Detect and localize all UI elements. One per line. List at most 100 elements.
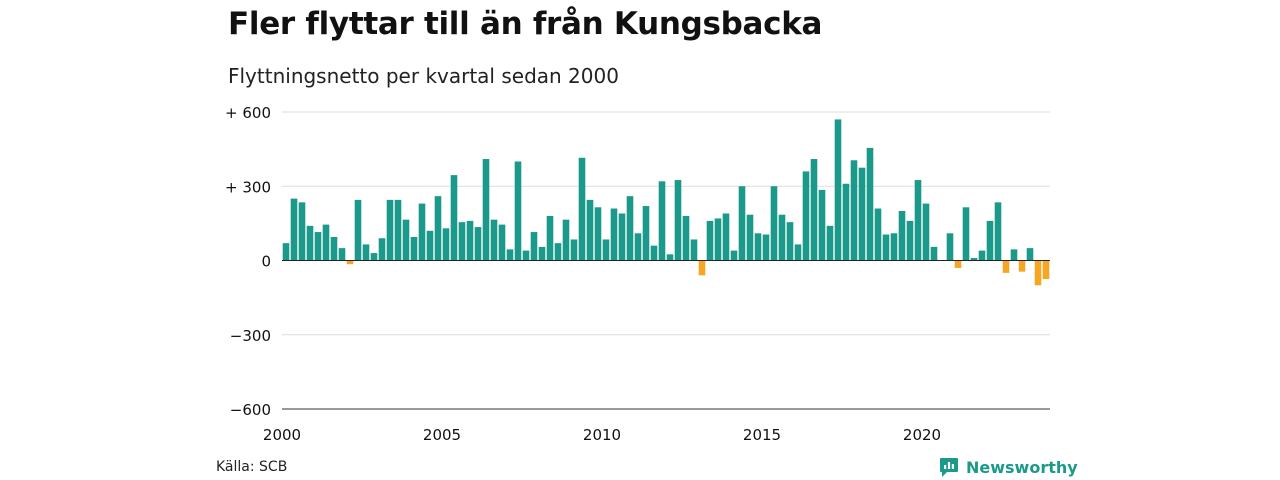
- y-tick-label: + 300: [225, 178, 271, 196]
- bar: [994, 202, 1002, 261]
- bar: [1042, 260, 1050, 280]
- bar: [610, 208, 618, 261]
- bar: [618, 213, 626, 261]
- bar: [434, 196, 442, 261]
- bar: [682, 215, 690, 261]
- bar: [650, 245, 658, 261]
- bar: [546, 215, 554, 261]
- bar: [354, 199, 362, 261]
- newsworthy-logo[interactable]: Newsworthy: [938, 456, 1078, 478]
- bar: [410, 236, 418, 261]
- bar: [362, 244, 370, 261]
- bar: [290, 198, 298, 261]
- bar: [602, 239, 610, 261]
- bar: [978, 250, 986, 261]
- bar: [626, 196, 634, 261]
- bar: [314, 232, 322, 261]
- bar: [490, 219, 498, 261]
- bar: [882, 234, 890, 261]
- bar: [658, 181, 666, 261]
- bar: [498, 224, 506, 261]
- bar: [714, 218, 722, 261]
- bar: [306, 225, 314, 261]
- bar: [842, 183, 850, 261]
- bar: [866, 147, 874, 261]
- bar: [730, 250, 738, 261]
- bar: [802, 171, 810, 261]
- bar: [874, 208, 882, 261]
- bar: [1034, 260, 1042, 286]
- bar: [834, 119, 842, 261]
- bar: [1026, 248, 1034, 261]
- bar: [442, 228, 450, 261]
- bar: [754, 233, 762, 261]
- bar: [946, 233, 954, 261]
- bar: [1010, 249, 1018, 261]
- bar: [282, 243, 290, 261]
- x-tick-label: 2010: [583, 426, 621, 444]
- bar: [482, 159, 490, 261]
- bar: [378, 238, 386, 261]
- bar: [346, 260, 354, 265]
- y-tick-label: −300: [230, 327, 271, 345]
- bar: [786, 222, 794, 261]
- bar: [954, 260, 962, 268]
- bar: [554, 243, 562, 261]
- bar: [850, 160, 858, 261]
- bar: [698, 260, 706, 276]
- bar: [738, 186, 746, 261]
- bar: [338, 248, 346, 261]
- bar: [506, 249, 514, 261]
- y-tick-label: −600: [230, 401, 271, 419]
- bar: [706, 220, 714, 261]
- bar: [770, 186, 778, 261]
- bar: [402, 219, 410, 261]
- bar: [1002, 260, 1010, 273]
- bar: [570, 239, 578, 261]
- bar: [674, 180, 682, 261]
- bar: [930, 246, 938, 261]
- bar: [794, 244, 802, 261]
- bar: [858, 167, 866, 261]
- bar: [722, 213, 730, 261]
- bar: [370, 253, 378, 261]
- bar: [474, 227, 482, 261]
- bar: [418, 203, 426, 261]
- x-tick-label: 2005: [423, 426, 461, 444]
- bar: [530, 232, 538, 261]
- bar: [898, 211, 906, 261]
- x-tick-label: 2015: [743, 426, 781, 444]
- x-tick-label: 2020: [903, 426, 941, 444]
- bar: [458, 222, 466, 261]
- bar: [962, 207, 970, 261]
- bar: [922, 203, 930, 261]
- bar: [594, 207, 602, 261]
- bar: [394, 199, 402, 261]
- bar: [890, 233, 898, 261]
- y-tick-label: + 600: [225, 104, 271, 122]
- bar: [914, 180, 922, 261]
- bar: [330, 236, 338, 261]
- bar: [586, 199, 594, 261]
- bar: [466, 220, 474, 261]
- newsworthy-logo-icon: [940, 458, 958, 477]
- bar: [322, 224, 330, 261]
- y-tick-label: 0: [261, 253, 271, 271]
- bar: [986, 220, 994, 261]
- chart-subtitle: Flyttningsnetto per kvartal sedan 2000: [228, 64, 619, 88]
- bar: [578, 157, 586, 261]
- chart-title: Fler flyttar till än från Kungsbacka: [228, 6, 823, 42]
- bar: [970, 258, 978, 261]
- bar: [298, 202, 306, 261]
- x-tick-label: 2000: [263, 426, 301, 444]
- bar: [906, 220, 914, 261]
- bar: [666, 254, 674, 261]
- bar: [778, 214, 786, 261]
- bar: [562, 219, 570, 261]
- bar: [818, 189, 826, 261]
- bar: [810, 159, 818, 261]
- bar: [538, 246, 546, 261]
- bar: [690, 239, 698, 261]
- bar: [386, 199, 394, 261]
